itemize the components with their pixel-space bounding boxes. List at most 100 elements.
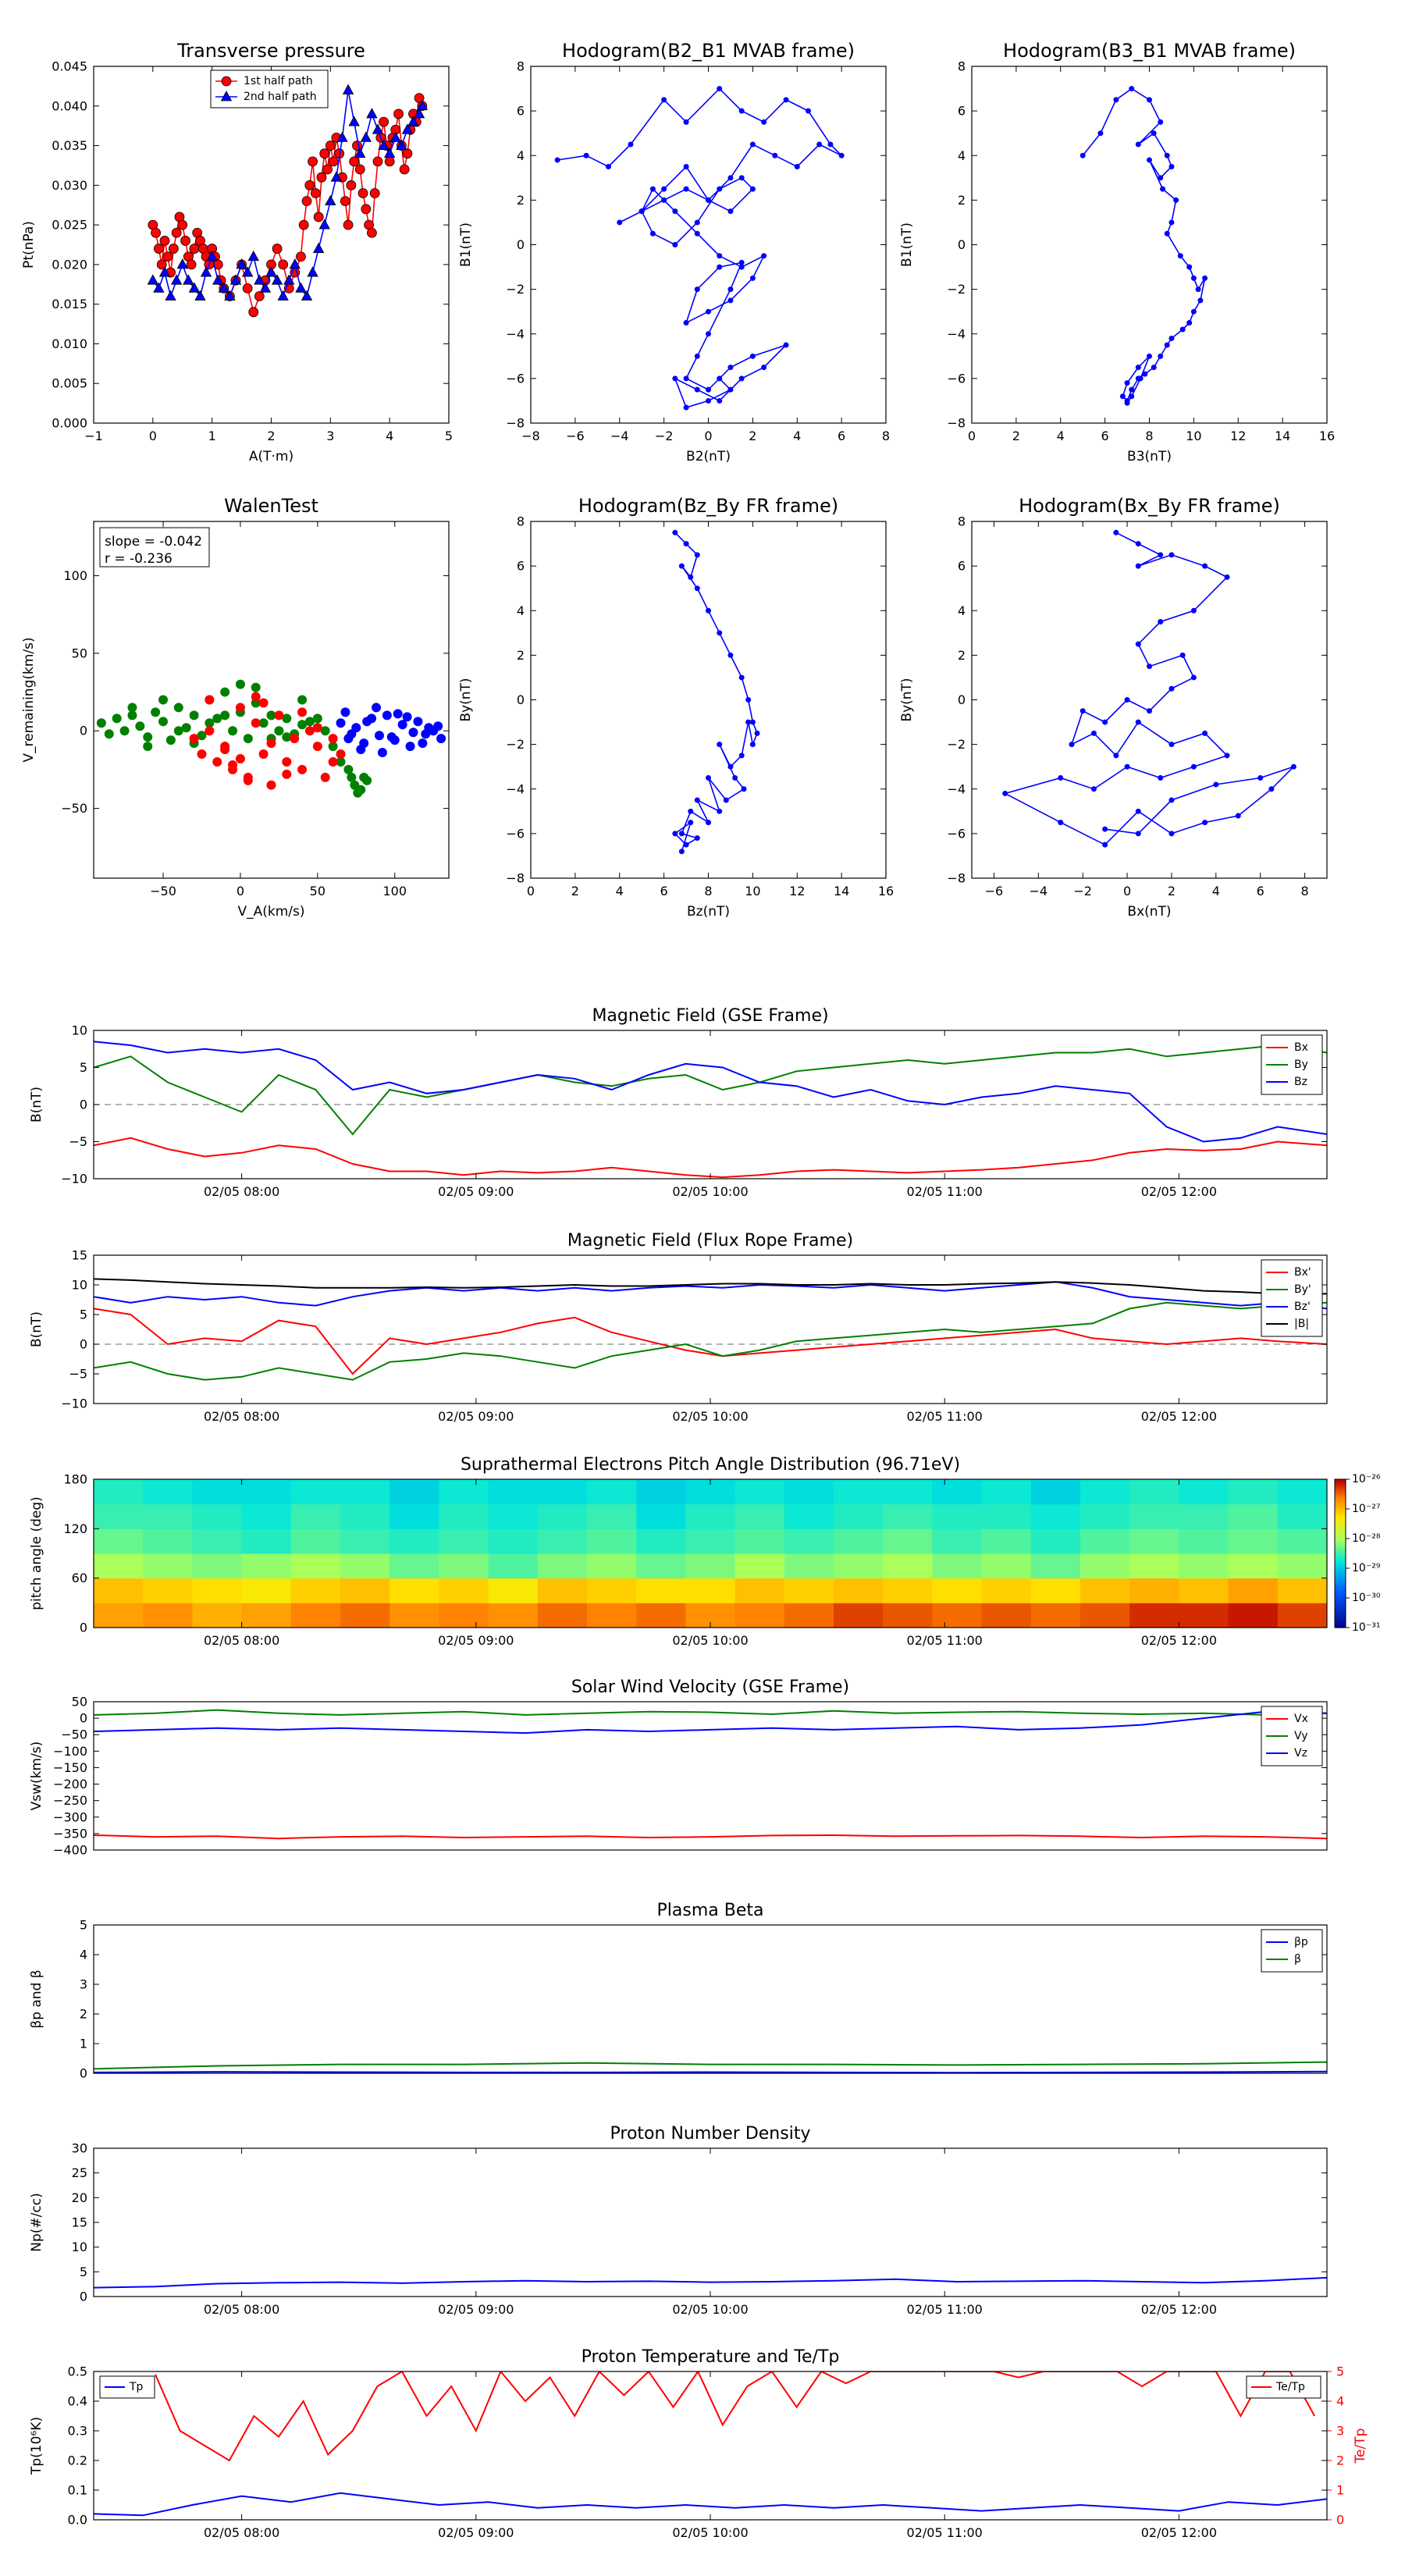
data-point [706,386,711,393]
chart-title: Proton Temperature and Te/Tp [582,2347,840,2367]
y-tick-label: 10 [72,1023,87,1038]
data-point [119,726,130,736]
heatmap-cell [784,1528,834,1554]
y-tick-label: −10 [61,1172,87,1187]
plot-frame [93,66,450,424]
series-1 [94,1044,1327,1136]
colorbar-segment [1335,1528,1346,1532]
x-axis-label: B2(nT) [686,449,731,464]
x-tick-label: 02/05 10:00 [672,2525,748,2540]
data-point [320,726,330,736]
series-0 [94,1834,1327,1840]
data-point [617,219,623,226]
colorbar-segment [1335,1560,1346,1564]
data-point [723,797,729,803]
data-point [694,386,700,393]
x-tick-label: 6 [1257,884,1264,898]
data-point [259,282,272,293]
y-tick-label: 0.4 [68,2394,87,2409]
y-tick-label: 20 [72,2190,87,2205]
x-tick-label: 02/05 11:00 [907,1409,983,1424]
data-point [224,290,236,301]
heatmap-cell [587,1528,637,1554]
y-tick-label: 0.030 [52,178,87,193]
data-point [340,707,350,717]
marks-layer [96,679,446,798]
heatmap-cell [735,1479,785,1505]
chart-title: WalenTest [224,495,318,517]
data-point [1002,790,1008,796]
y-tick-label: −2 [506,737,525,752]
x-tick-label: 02/05 09:00 [438,1184,514,1199]
y-tick-label: 15 [72,1248,87,1263]
data-point [251,692,261,702]
data-point [1119,393,1126,400]
data-point [717,253,723,259]
heatmap-cell [488,1603,539,1628]
data-point [295,282,307,293]
heatmap-cell [1030,1479,1081,1505]
heatmap-cell [94,1503,144,1529]
data-point [638,208,645,215]
y-tick-label: 0.2 [68,2453,87,2468]
data-point [378,139,389,150]
data-point [1102,826,1108,832]
x-tick-label: 02/05 10:00 [672,1184,748,1199]
series-line [94,1041,1327,1143]
legend: Bx' By' Bz' |B| [1261,1259,1323,1337]
data-point [706,197,711,203]
heatmap-cell [1179,1503,1229,1529]
data-point [649,186,656,192]
y-tick-label: 0 [80,2290,87,2304]
y-tick-label: −350 [53,1826,87,1841]
x-tick-label: 12 [789,884,805,898]
x-tick-label: 02/05 10:00 [672,2302,748,2317]
heatmap-cell [1228,1553,1279,1579]
y-tick-label: 0.025 [52,218,87,233]
data-point [218,282,230,293]
data-point [301,290,313,301]
data-point [399,164,410,175]
data-point [330,171,343,182]
data-point [761,119,767,125]
series-0 [94,1137,1327,1179]
chart-proton-temperature: Proton Temperature and Te/Tp 0.0 0.1 0.2 0.3… [29,2347,1368,2540]
heatmap-cell [1179,1528,1229,1554]
data-point [1158,119,1164,125]
heatmap-cell [784,1603,834,1628]
data-point [180,236,190,246]
heatmap-cell [883,1578,933,1603]
data-point [243,734,253,744]
data-point [1097,130,1104,137]
colorbar-segment [1335,1622,1346,1626]
y-tick-label: −6 [506,371,525,386]
data-point [282,732,292,742]
plot-frame [971,521,1328,879]
series-2 [94,1710,1327,1735]
data-point [1151,130,1157,137]
y-tick-label: 0 [958,237,966,252]
heatmap-cell [439,1603,489,1628]
y-tick-label: 8 [517,514,525,529]
series-1 [94,2061,1327,2070]
data-point [297,695,308,705]
data-point [1179,326,1186,333]
colorbar-segment [1335,1575,1346,1579]
marks-layer [94,1041,1327,1179]
data-point [354,164,365,175]
data-point [158,695,169,705]
data-point [274,726,284,736]
heatmap-cell [192,1528,243,1554]
data-point [313,212,324,222]
data-point [727,763,734,770]
data-point [805,108,811,114]
x-tick-label: 6 [838,429,845,443]
series-1 [155,2371,1316,2462]
y-tick-label: 0.000 [52,416,87,431]
data-point [1224,753,1230,759]
marks-layer [147,84,429,318]
legend-marker [220,91,233,101]
data-point [194,290,206,301]
data-point [694,835,700,841]
data-point [694,286,700,293]
